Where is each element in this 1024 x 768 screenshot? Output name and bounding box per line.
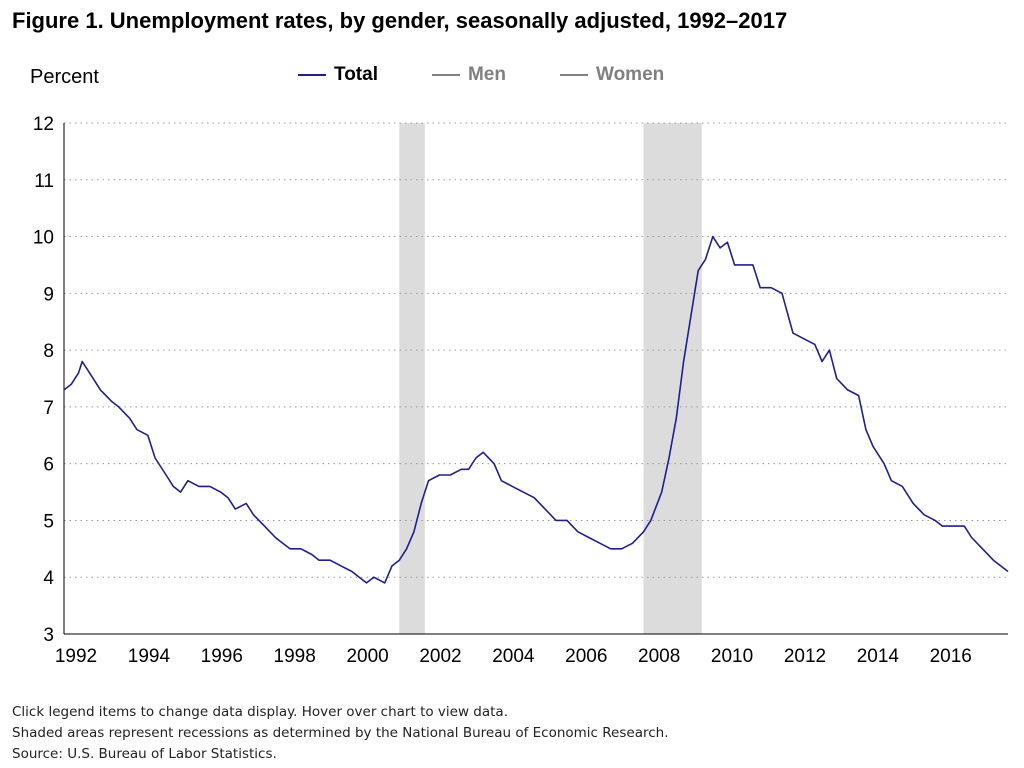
note-interaction: Click legend items to change data displa…	[12, 704, 508, 720]
y-tick-label-10: 10	[33, 228, 54, 249]
legend-label-women: Women	[595, 64, 665, 85]
x-tick-label-2010: 2010	[711, 646, 753, 667]
x-tick-label-2012: 2012	[784, 646, 826, 667]
x-tick-label-1994: 1994	[128, 646, 171, 667]
legend-item-women[interactable]: Women	[559, 64, 665, 86]
series-line-total	[63, 235, 1009, 584]
y-tick-label-7: 7	[43, 398, 54, 419]
x-tick-label-2004: 2004	[492, 646, 535, 667]
note-source: Source: U.S. Bureau of Labor Statistics.	[12, 746, 277, 762]
y-tick-label-6: 6	[43, 455, 54, 476]
legend-label-total: Total	[334, 64, 378, 85]
y-tick-label-12: 12	[33, 114, 54, 135]
legend-swatch-men	[431, 74, 460, 76]
x-tick-label-2016: 2016	[930, 646, 972, 667]
y-tick-label-8: 8	[43, 341, 54, 362]
y-tick-label-4: 4	[43, 568, 54, 589]
note-recessions: Shaded areas represent recessions as det…	[12, 725, 669, 741]
y-axis-label: Percent	[30, 66, 99, 88]
chart-plot[interactable]: 3 4 5 6 7 8 9 10 11 12 1992 1994 1996 1998 2000 2002 200…	[0, 0, 1024, 700]
y-tick-label-3: 3	[43, 625, 54, 646]
legend-item-total[interactable]: Total	[298, 64, 378, 86]
legend-swatch-total	[298, 74, 326, 76]
x-tick-label-1992: 1992	[55, 646, 97, 667]
y-tick-label-9: 9	[43, 284, 54, 305]
chart-legend: Total Men Women	[298, 64, 664, 86]
x-tick-label-2008: 2008	[638, 646, 680, 667]
recession-band-2	[643, 123, 702, 634]
x-tick-label-2006: 2006	[565, 646, 607, 667]
chart-notes: Click legend items to change data displa…	[12, 702, 668, 765]
y-tick-label-5: 5	[43, 511, 54, 532]
x-tick-label-1996: 1996	[201, 646, 243, 667]
y-tick-label-11: 11	[34, 171, 54, 192]
x-tick-label-1998: 1998	[274, 646, 316, 667]
legend-swatch-women	[559, 74, 588, 76]
legend-label-men: Men	[467, 64, 506, 85]
x-tick-label-2000: 2000	[346, 646, 388, 667]
chart-title: Figure 1. Unemployment rates, by gender,…	[12, 8, 788, 33]
legend-item-men[interactable]: Men	[431, 64, 506, 86]
recession-band-1	[399, 123, 425, 634]
x-tick-label-2014: 2014	[857, 646, 900, 667]
x-tick-label-2002: 2002	[419, 646, 461, 667]
